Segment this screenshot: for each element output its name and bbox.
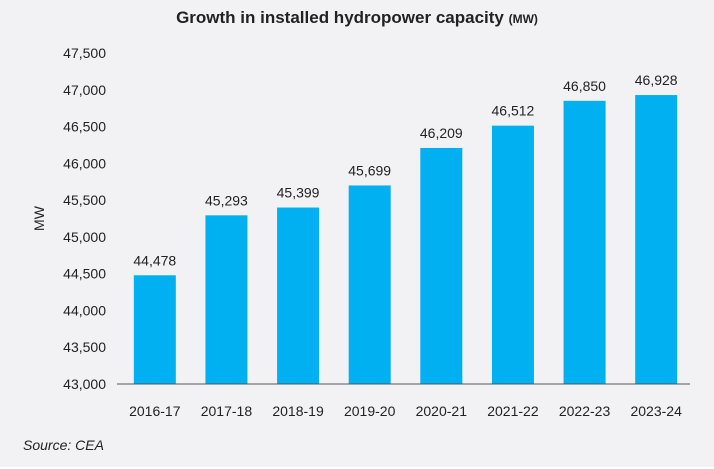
x-tick-label: 2017-18 [201,403,253,419]
bar [420,147,463,384]
x-tick-label: 2023-24 [630,403,682,419]
bar [348,185,391,384]
y-tick-label: 46,500 [63,119,106,135]
x-tick-label: 2022-23 [559,403,611,419]
data-label: 46,928 [635,72,678,88]
y-tick-label: 47,000 [63,82,106,98]
data-label: 45,399 [277,185,320,201]
bar [563,100,606,385]
y-tick-label: 46,000 [63,155,106,171]
bar [635,95,678,384]
x-tick-label: 2016-17 [129,403,181,419]
y-tick-label: 43,000 [63,376,106,392]
data-label: 46,850 [563,78,606,94]
x-tick-label: 2021-22 [487,403,539,419]
y-tick-label: 44,000 [63,302,106,318]
y-tick-label: 45,000 [63,229,106,245]
bar [491,125,534,385]
data-label: 45,293 [205,192,248,208]
bar [133,275,176,384]
data-label: 44,478 [133,252,176,268]
x-tick-label: 2020-21 [416,403,468,419]
y-tick-label: 47,500 [63,45,106,61]
y-axis-label: MW [31,205,47,231]
x-tick-label: 2019-20 [344,403,396,419]
data-label: 45,699 [348,162,391,178]
data-label: 46,209 [420,125,463,141]
x-tick-label: 2018-19 [272,403,324,419]
chart-title: Growth in installed hydropower capacity … [0,8,714,28]
bar [205,215,248,384]
data-label: 46,512 [492,103,535,119]
title-unit: (MW) [508,12,538,26]
y-tick-label: 43,500 [63,339,106,355]
bar [277,207,320,384]
y-tick-label: 44,500 [63,266,106,282]
source-note: Source: CEA [23,437,104,453]
y-tick-label: 45,500 [63,192,106,208]
title-text: Growth in installed hydropower capacity [176,8,504,27]
